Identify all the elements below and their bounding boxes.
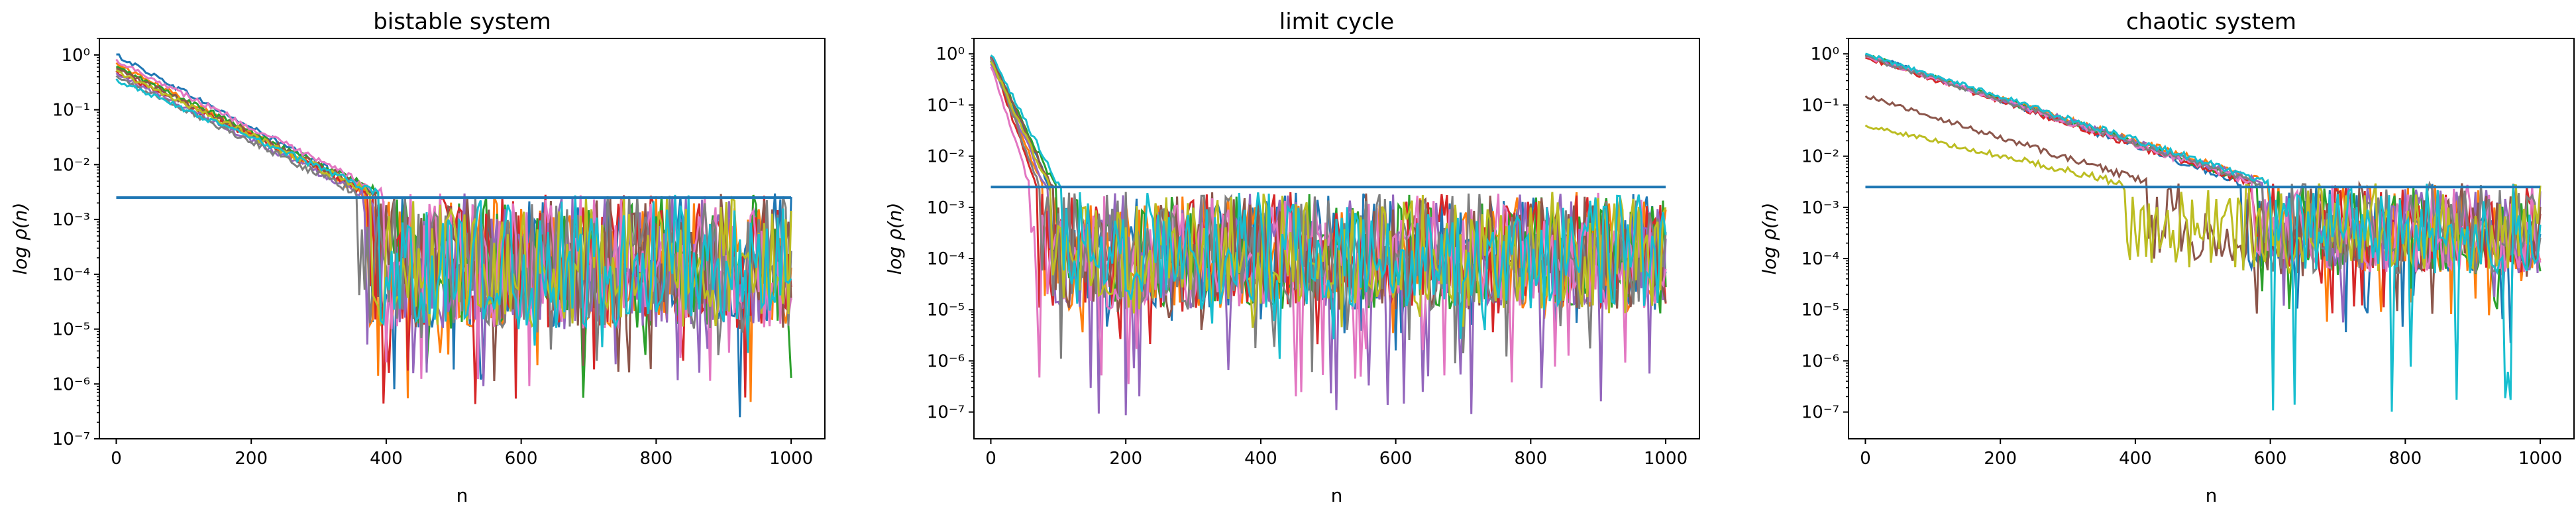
x-tick-label: 400: [2119, 449, 2152, 469]
series-line: [1864, 124, 2542, 274]
x-tick-label: 600: [2254, 449, 2287, 469]
y-axis-label: log ρ(n): [1758, 203, 1780, 275]
x-tick-label: 600: [505, 449, 538, 469]
series-line: [115, 78, 792, 353]
chart-title: bistable system: [373, 9, 551, 35]
y-tick-label: 10⁻⁴: [1801, 249, 1839, 269]
y-axis-label: log ρ(n): [9, 203, 31, 275]
y-tick-label: 10⁻³: [927, 198, 965, 218]
y-tick-label: 10⁻³: [1801, 198, 1839, 218]
panel-bistable: bistable system 0 200 400 600 800 1000 10⁻⁷ 10⁻…: [9, 9, 826, 506]
y-tick-label: 10⁻⁷: [1801, 403, 1839, 423]
y-tick-label: 10⁻⁵: [52, 320, 90, 340]
x-tick-label: 0: [1860, 449, 1871, 469]
y-tick-label: 10⁻⁶: [1801, 351, 1839, 371]
y-tick-label: 10⁻²: [52, 155, 90, 175]
y-tick-label: 10⁻⁴: [927, 249, 965, 269]
x-tick-label: 400: [1244, 449, 1277, 469]
y-tick-label: 10⁻³: [52, 210, 90, 230]
x-tick-label: 400: [370, 449, 403, 469]
plot-area: 0 200 400 600 800 1000 10⁻⁷ 10⁻⁶ 10⁻⁵ 10⁻⁴ 10⁻³ 10⁻…: [1801, 38, 2575, 469]
series-group: [990, 54, 1667, 416]
y-tick-label: 10⁻⁵: [1801, 300, 1839, 320]
panel-chaotic: chaotic system 0 200 400 600 800 1000 10⁻⁷ 10⁻⁶…: [1758, 9, 2575, 506]
series-line: [990, 61, 1667, 328]
series-line: [1865, 55, 2542, 322]
y-tick-label: 10⁻¹: [927, 95, 965, 115]
x-axis-label: n: [456, 485, 468, 506]
x-tick-label: 800: [2389, 449, 2422, 469]
y-tick-label: 10⁻⁶: [52, 375, 90, 394]
x-tick-label: 800: [640, 449, 673, 469]
y-tick-label: 10⁻¹: [52, 101, 90, 121]
chart-title: limit cycle: [1279, 9, 1394, 35]
y-tick-label: 10⁻⁷: [927, 403, 965, 423]
x-tick-label: 200: [1984, 449, 2017, 469]
y-tick-label: 10⁻⁴: [52, 265, 90, 285]
y-tick-label: 10⁻¹: [1801, 95, 1839, 115]
series-line: [1864, 95, 2542, 314]
x-tick-label: 800: [1515, 449, 1548, 469]
x-tick-label: 600: [1379, 449, 1413, 469]
x-tick-label: 0: [985, 449, 996, 469]
series-line: [116, 69, 792, 328]
series-line: [1865, 54, 2542, 323]
plot-area: 0 200 400 600 800 1000 10⁻⁷ 10⁻⁶ 10⁻⁵ 10⁻⁴ 10⁻³ 10⁻…: [927, 38, 1700, 469]
y-tick-label: 10⁰: [61, 46, 90, 66]
y-tick-label: 10⁰: [1810, 44, 1839, 64]
y-tick-label: 10⁻⁷: [52, 430, 90, 449]
series-group: [1864, 52, 2542, 412]
y-tick-label: 10⁻⁶: [927, 351, 965, 371]
x-tick-label: 1000: [1644, 449, 1688, 469]
x-axis-label: n: [2206, 485, 2218, 506]
x-tick-label: 0: [111, 449, 122, 469]
x-axis-label: n: [1331, 485, 1343, 506]
x-tick-label: 200: [1109, 449, 1142, 469]
y-tick-label: 10⁰: [936, 44, 965, 64]
chart-title: chaotic system: [2126, 9, 2296, 35]
series-line: [1865, 52, 2542, 412]
plot-frame: [99, 38, 826, 439]
y-tick-label: 10⁻⁵: [927, 300, 965, 320]
series-group: [115, 53, 792, 418]
x-tick-label: 1000: [769, 449, 813, 469]
panel-limit-cycle: limit cycle 0 200 400 600 800 1000 10⁻⁷ 10⁻⁶ 10⁻…: [884, 9, 1700, 506]
plot-frame: [1848, 38, 2575, 439]
y-tick-label: 10⁻²: [927, 147, 965, 167]
series-line: [1864, 54, 2542, 310]
plot-area: 0 200 400 600 800 1000 10⁻⁷ 10⁻⁶ 10⁻⁵ 10⁻⁴ 10⁻³ 10⁻…: [52, 38, 826, 469]
y-tick-label: 10⁻²: [1801, 147, 1839, 167]
x-tick-label: 1000: [2518, 449, 2562, 469]
series-line: [1865, 56, 2542, 314]
series-line: [990, 54, 1667, 359]
plot-frame: [973, 38, 1700, 439]
y-axis-label: log ρ(n): [884, 203, 906, 275]
x-tick-label: 200: [235, 449, 268, 469]
